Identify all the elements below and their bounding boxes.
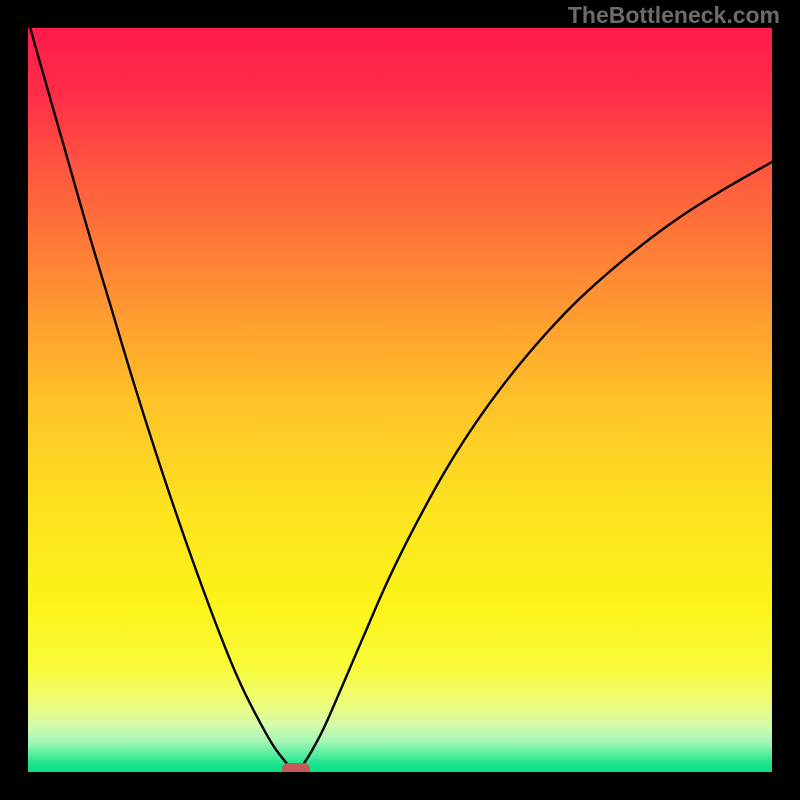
plot-area xyxy=(28,28,772,772)
vertex-marker xyxy=(282,763,310,772)
bottleneck-curve xyxy=(28,28,772,772)
watermark-text: TheBottleneck.com xyxy=(568,2,780,29)
